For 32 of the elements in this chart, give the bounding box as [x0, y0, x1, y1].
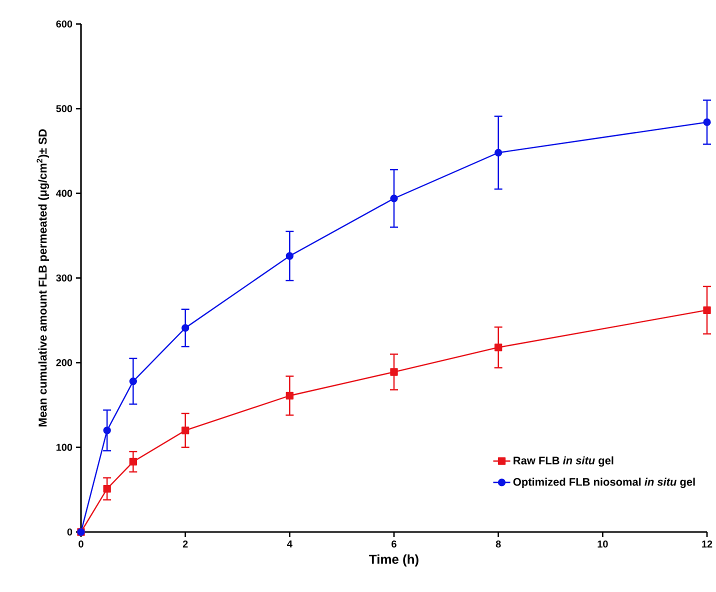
point [703, 306, 711, 314]
point [129, 458, 138, 466]
y-tick-label: 0 [67, 528, 72, 536]
x-tick-label: 12 [702, 540, 712, 548]
y-tick-label: 100 [56, 444, 72, 451]
legend-label: Optimized FLB niosomal in situ gel [513, 478, 695, 488]
point [494, 148, 502, 157]
point [103, 484, 111, 493]
x-tick-label: 10 [598, 540, 608, 548]
legend-label: Raw FLB in situ gel [514, 456, 614, 467]
y-tick-label: 200 [56, 359, 72, 366]
x-axis-title: Time (h) [369, 554, 418, 566]
x-tick-label: 4 [287, 540, 292, 548]
y-tick-label: 600 [56, 20, 72, 28]
point [181, 426, 190, 434]
point [103, 426, 111, 434]
y-tick-label: 400 [56, 190, 72, 197]
point [286, 252, 294, 260]
y-tick-label: 300 [56, 274, 72, 282]
y-axis-title: Mean cumulative amount FLB permeated (μg/cm$^{2}$)± SD [36, 129, 50, 426]
x-tick-label: 8 [496, 540, 501, 548]
point [494, 344, 502, 352]
x-tick-label: 6 [392, 540, 396, 548]
point [181, 324, 190, 332]
point [129, 377, 138, 386]
y-tick-label: 500 [56, 105, 72, 112]
point [286, 392, 294, 400]
x-tick-label: 0 [78, 540, 84, 548]
x-tick-label: 2 [182, 540, 188, 548]
point [390, 368, 398, 376]
point [390, 194, 398, 202]
point [703, 118, 711, 126]
